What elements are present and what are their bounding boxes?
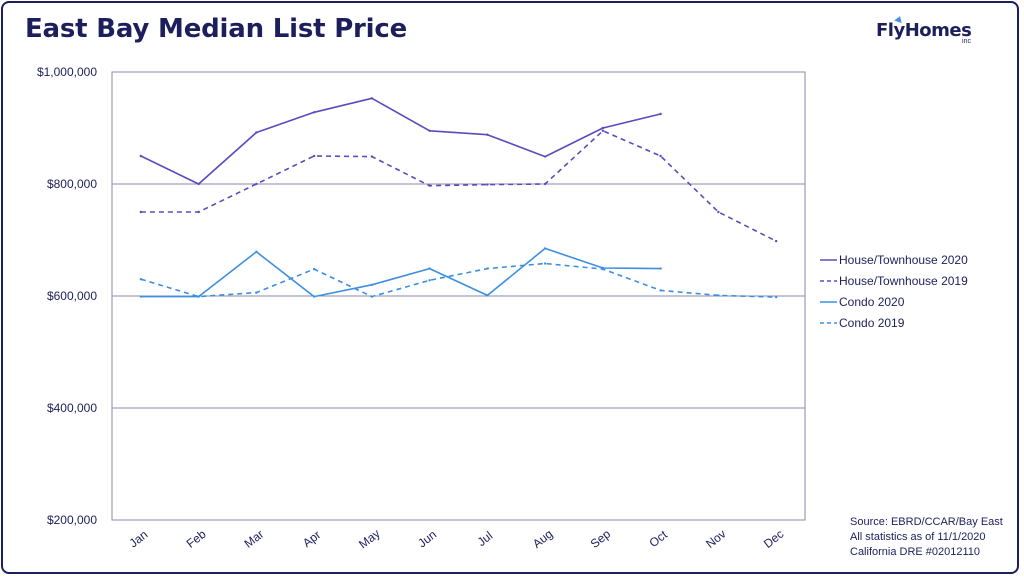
x-tick-label: Oct: [646, 527, 670, 550]
source-note: Source: EBRD/CCAR/Bay East All statistic…: [850, 515, 1003, 560]
data-point: [370, 283, 374, 286]
x-tick-label: Nov: [703, 527, 728, 551]
logo-text: FlyHomes: [876, 20, 972, 41]
data-point: [486, 294, 489, 297]
data-point: [774, 295, 778, 299]
data-point: [139, 154, 143, 158]
data-point: [370, 295, 374, 298]
data-point: [601, 129, 605, 132]
data-point: [659, 267, 662, 270]
data-point: [370, 97, 374, 100]
flyhomes-logo: FlyHomes inc: [876, 14, 986, 48]
x-tick-label: Mar: [241, 527, 266, 551]
data-point: [255, 182, 258, 186]
source-line-3: California DRE #02012110: [850, 546, 981, 558]
y-tick-label: $600,000: [47, 289, 97, 303]
data-point: [370, 155, 374, 158]
data-point: [428, 129, 431, 132]
y-tick-label: $1,000,000: [37, 65, 97, 79]
data-point: [659, 112, 662, 116]
data-point: [717, 210, 720, 214]
legend-label: Condo 2019: [839, 316, 905, 330]
data-point: [601, 267, 605, 271]
data-point: [428, 184, 431, 187]
data-point: [659, 154, 662, 158]
x-tick-label: Jan: [126, 527, 150, 550]
source-line-2: All statistics as of 11/1/2020: [850, 531, 986, 543]
x-tick-label: Dec: [761, 527, 786, 551]
data-point: [601, 126, 605, 130]
data-point: [312, 111, 316, 114]
data-point: [197, 182, 200, 186]
series-line: [140, 130, 777, 242]
data-point: [717, 294, 720, 297]
data-point: [774, 239, 778, 243]
data-point: [486, 267, 489, 270]
data-point: [486, 183, 489, 186]
source-line-1: Source: EBRD/CCAR/Bay East: [850, 516, 1003, 528]
data-point: [659, 289, 662, 292]
data-point: [139, 295, 143, 298]
x-tick-label: May: [356, 526, 382, 551]
plot-area-border: [111, 71, 806, 521]
chart-title: East Bay Median List Price: [25, 14, 408, 44]
x-tick-label: Feb: [184, 527, 209, 551]
legend-label: Condo 2020: [839, 295, 905, 309]
data-point: [428, 267, 431, 270]
data-point: [543, 247, 547, 250]
data-point: [312, 154, 316, 158]
data-point: [139, 210, 143, 214]
x-tick-label: Aug: [530, 527, 555, 551]
y-tick-label: $400,000: [47, 401, 97, 415]
y-tick-label: $200,000: [47, 513, 97, 527]
data-point: [543, 155, 547, 158]
data-point: [428, 279, 431, 282]
logo-sub: inc: [962, 38, 971, 45]
data-point: [139, 278, 143, 281]
series-line: [140, 247, 661, 298]
x-tick-label: Apr: [300, 528, 323, 551]
data-point: [197, 295, 200, 298]
legend-label: House/Townhouse 2020: [839, 253, 968, 267]
data-point: [255, 250, 258, 253]
y-tick-label: $800,000: [47, 177, 97, 191]
data-point: [486, 133, 489, 136]
data-point: [197, 210, 200, 214]
data-point: [312, 295, 316, 298]
series-line: [140, 262, 777, 298]
legend-label: House/Townhouse 2019: [839, 274, 968, 288]
data-point: [543, 182, 547, 186]
x-tick-label: Jun: [415, 527, 439, 550]
x-tick-label: Sep: [588, 527, 614, 551]
data-point: [255, 131, 258, 134]
data-point: [543, 262, 547, 265]
x-tick-label: Jul: [475, 529, 496, 549]
series-line: [140, 97, 661, 185]
data-point: [255, 291, 258, 294]
data-point: [312, 267, 316, 271]
